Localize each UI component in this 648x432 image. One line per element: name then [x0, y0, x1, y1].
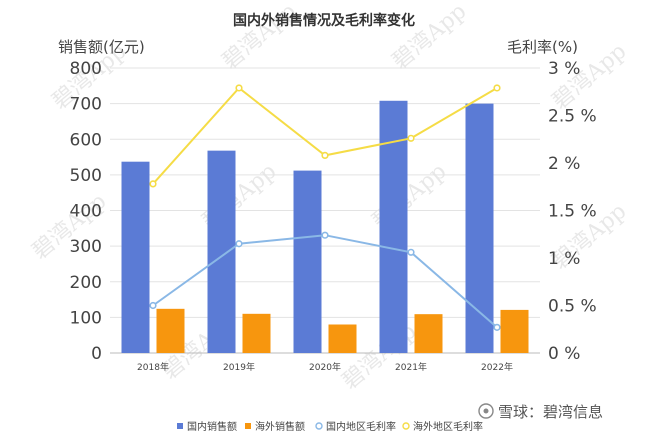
y-axis-title: 销售额(亿元) [58, 38, 145, 56]
bar [121, 161, 150, 353]
watermark-text: 碧湾App [388, 0, 472, 75]
bar [328, 324, 357, 353]
legend-label: 海外销售额 [255, 420, 305, 432]
y2-axis-title: 毛利率(%) [507, 38, 578, 56]
y-tick-label: 500 [70, 166, 102, 186]
x-tick-label: 2020年 [309, 361, 341, 373]
lines [149, 84, 501, 331]
y-tick-label: 100 [70, 308, 102, 328]
bar [500, 309, 529, 353]
line-point [235, 240, 243, 248]
y-tick-label: 200 [70, 273, 102, 293]
bar [293, 170, 322, 353]
y2-tick-label: 0.5 % [548, 297, 597, 317]
line-point [321, 151, 329, 159]
bar [156, 308, 185, 353]
line-point [321, 231, 329, 239]
x-tick-label: 2022年 [481, 361, 513, 373]
legend-label: 国内地区毛利率 [326, 420, 396, 432]
bar [414, 314, 443, 353]
line-point [493, 323, 501, 331]
x-tick-label: 2019年 [223, 361, 255, 373]
line-point [407, 248, 415, 256]
y2-tick-label: 3 % [548, 59, 580, 79]
legend: 国内销售额 海外销售额 国内地区毛利率 海外地区毛利率 [177, 420, 483, 432]
brand-mark: 雪球：碧湾信息 [478, 403, 603, 421]
y-tick-label: 300 [70, 237, 102, 257]
line-point [493, 84, 501, 92]
bar [379, 100, 408, 354]
line-point [149, 180, 157, 188]
y2-tick-label: 2.5 % [548, 107, 597, 127]
y2-tick-label: 2 % [548, 154, 580, 174]
y2-tick-label: 1 % [548, 249, 580, 269]
x-tick-label: 2021年 [395, 361, 427, 373]
y-tick-label: 700 [70, 95, 102, 115]
legend-swatch [402, 422, 410, 430]
brand-text: 雪球：碧湾信息 [498, 403, 603, 421]
bars [121, 100, 529, 354]
y-tick-label: 0 [91, 344, 102, 364]
y-tick-label: 400 [70, 202, 102, 222]
chart-title: 国内外销售情况及毛利率变化 [233, 12, 415, 29]
legend-swatch [245, 423, 251, 429]
y-tick-label: 600 [70, 130, 102, 150]
y2-tick-label: 1.5 % [548, 202, 597, 222]
y2-axis-ticks: 0 % 0.5 % 1 % 1.5 % 2 % 2.5 % 3 % [548, 59, 597, 364]
line-point [407, 134, 415, 142]
series-line [152, 86, 498, 185]
x-tick-label: 2018年 [137, 361, 169, 373]
x-axis-ticks: 2018年 2019年 2020年 2021年 2022年 [137, 361, 513, 373]
y2-tick-label: 0 % [548, 344, 580, 364]
bar [465, 103, 494, 353]
brand-logo-dot-icon [483, 408, 489, 414]
legend-swatch [177, 423, 183, 429]
y-tick-label: 800 [70, 59, 102, 79]
y-axis-ticks: 0 100 200 300 400 500 600 700 800 [70, 59, 102, 364]
legend-swatch [315, 422, 323, 430]
legend-label: 国内销售额 [187, 420, 237, 432]
line-point [235, 84, 243, 92]
bar [207, 150, 236, 353]
line-point [149, 301, 157, 310]
watermark-text: 碧湾App [218, 0, 302, 75]
brand-logo-icon [478, 403, 494, 419]
bar [242, 313, 271, 353]
legend-label: 海外地区毛利率 [413, 420, 483, 432]
